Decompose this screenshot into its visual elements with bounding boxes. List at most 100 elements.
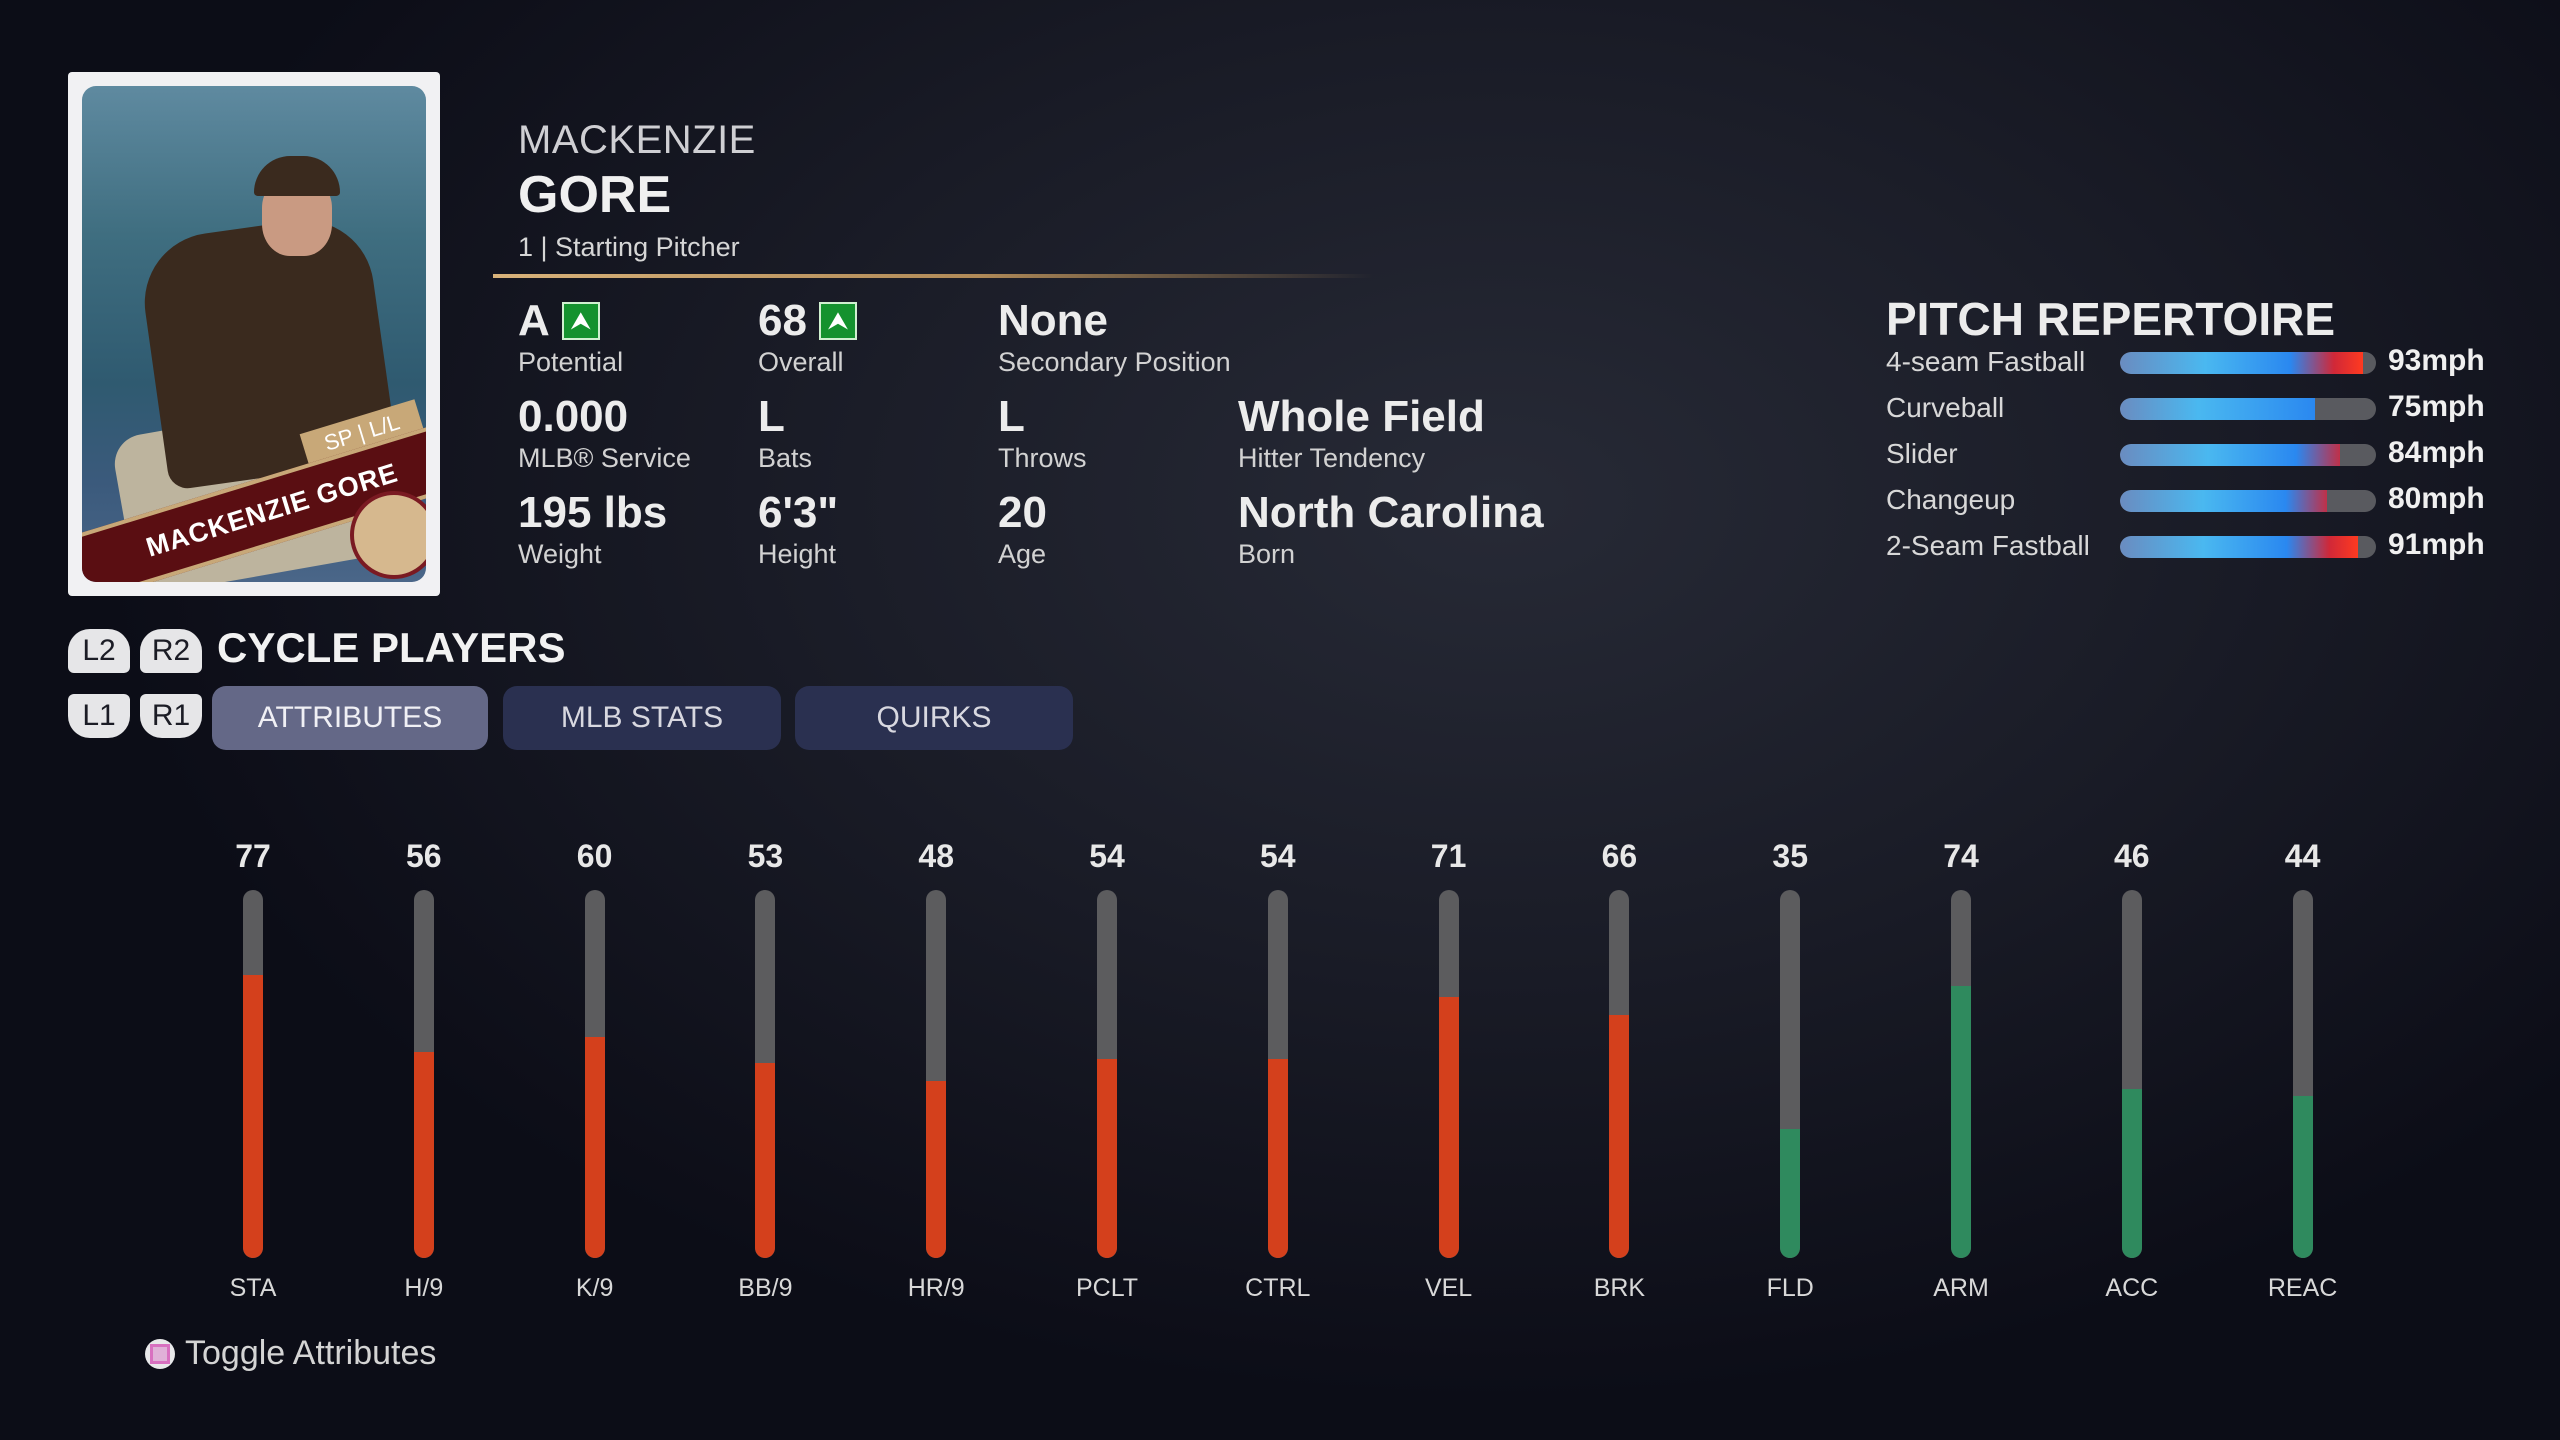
attribute-vel: 71 VEL [1389, 838, 1509, 1303]
team-logo-icon [350, 491, 426, 579]
stat-label: Hitter Tendency [1238, 443, 1426, 473]
attribute-bar-track [1780, 890, 1801, 1258]
stat-mlb-service: 0.000 MLB® Service [518, 392, 691, 474]
attribute-value: 54 [1089, 838, 1125, 874]
pitch-name: Changeup [1886, 484, 2016, 515]
attribute-value: 54 [1260, 838, 1296, 874]
attribute-value: 66 [1601, 838, 1638, 874]
pitch-speed-fill [2120, 444, 2341, 466]
square-button-icon [145, 1338, 175, 1369]
toggle-attributes-button[interactable]: Toggle Attributes [145, 1334, 436, 1373]
attribute-ctrl: 54 CTRL [1218, 838, 1338, 1303]
tab-quirks[interactable]: QUIRKS [795, 686, 1073, 750]
attribute-bar-track [1951, 890, 1971, 1258]
stat-label: Bats [758, 443, 813, 473]
pitch-row: Changeup 80mph [1886, 482, 2506, 522]
stat-label: Born [1238, 539, 1296, 569]
attribute-bar-fill [1609, 1015, 1630, 1258]
attribute-label: STA [229, 1274, 277, 1302]
attribute-label: FLD [1766, 1274, 1814, 1302]
l2-button[interactable]: L2 [68, 629, 130, 673]
attribute-bar-track [243, 890, 263, 1258]
attribute-bar-fill [1951, 985, 1971, 1258]
attribute-brk: 66 BRK [1559, 838, 1679, 1303]
stat-throws: L Throws [998, 392, 1087, 474]
pitch-speed-fill [2120, 398, 2315, 420]
attribute-value: 74 [1943, 838, 1979, 874]
attribute-bar-track [926, 890, 947, 1258]
stat-value: North Carolina [1238, 488, 1544, 537]
stat-value: 20 [998, 488, 1047, 537]
stat-label: Throws [998, 443, 1087, 473]
attribute-label: ACC [2105, 1274, 2159, 1302]
stat-label: Weight [518, 539, 602, 569]
attribute-value: 53 [747, 838, 784, 874]
attribute-bar-fill [2292, 1096, 2313, 1258]
pitch-speed-fill [2120, 352, 2364, 374]
stat-value: None [998, 296, 1108, 345]
attribute-bar-fill [413, 1051, 434, 1258]
attribute-bar-track [413, 890, 434, 1258]
tab-mlb-stats[interactable]: MLB STATS [503, 686, 781, 750]
stat-value: 0.000 [518, 392, 629, 441]
attribute-value: 77 [235, 838, 271, 874]
pitch-speed-bar [2120, 398, 2376, 420]
stat-label: Height [758, 539, 837, 569]
stat-label: Overall [758, 347, 844, 377]
attribute-label: PCLT [1075, 1274, 1139, 1302]
r1-button[interactable]: R1 [140, 694, 202, 738]
tab-attributes[interactable]: ATTRIBUTES [212, 686, 488, 750]
attribute-h-per-9: 56 H/9 [364, 838, 484, 1303]
cycle-players-label: CYCLE PLAYERS [217, 624, 566, 671]
attribute-bar-track [584, 890, 605, 1258]
upgrade-arrow-icon: ⮝ [818, 302, 857, 340]
stat-label: MLB® Service [518, 443, 691, 473]
attribute-bar-track [2121, 890, 2142, 1258]
pitch-row: 2-Seam Fastball 91mph [1886, 528, 2506, 568]
pitch-speed: 75mph [2388, 390, 2485, 423]
stat-weight: 195 lbs Weight [518, 488, 667, 570]
upgrade-arrow-icon: ⮝ [561, 302, 600, 340]
attribute-value: 71 [1430, 838, 1467, 874]
player-first-name: MACKENZIE [518, 118, 756, 162]
toggle-attributes-label: Toggle Attributes [185, 1334, 437, 1372]
pitch-name: 4-seam Fastball [1886, 346, 2086, 377]
pitch-speed-bar [2120, 490, 2376, 512]
stat-value: L [758, 392, 785, 441]
attribute-bar-fill [1438, 996, 1459, 1258]
stat-born: North Carolina Born [1238, 488, 1544, 570]
attribute-bar-fill [1097, 1059, 1117, 1258]
attribute-bar-fill [243, 974, 263, 1258]
attribute-value: 46 [2114, 838, 2150, 874]
attribute-hr-per-9: 48 HR/9 [876, 838, 996, 1303]
attribute-label: HR/9 [907, 1274, 965, 1302]
attribute-label: REAC [2267, 1274, 2338, 1302]
attribute-value: 35 [1772, 838, 1808, 874]
pitch-row: 4-seam Fastball 93mph [1886, 344, 2506, 384]
pitch-repertoire-title: PITCH REPERTOIRE [1886, 293, 2335, 345]
stat-label: Potential [518, 347, 624, 377]
stat-secondary-position: None Secondary Position [998, 296, 1231, 378]
attribute-value: 48 [918, 838, 954, 874]
pitch-speed: 84mph [2388, 436, 2485, 469]
pitch-speed: 80mph [2388, 482, 2485, 515]
stat-value: 6'3" [758, 488, 839, 537]
pitch-name: Slider [1886, 438, 1958, 469]
stat-height: 6'3" Height [758, 488, 838, 570]
stat-label: Secondary Position [998, 347, 1231, 377]
attribute-label: K/9 [575, 1274, 614, 1302]
attribute-label: BRK [1593, 1274, 1646, 1302]
stat-potential: A ⮝ Potential [518, 296, 623, 378]
pitch-row: Slider 84mph [1886, 436, 2506, 476]
stat-value: Whole Field [1238, 392, 1485, 441]
attribute-bar-track [1267, 890, 1288, 1258]
r2-button[interactable]: R2 [140, 629, 202, 673]
attribute-bar-fill [2121, 1088, 2142, 1258]
l1-button[interactable]: L1 [68, 694, 130, 738]
attribute-reac: 44 REAC [2243, 838, 2363, 1303]
attribute-pclt: 54 PCLT [1047, 838, 1167, 1303]
stat-value: A [518, 296, 550, 345]
attribute-label: CTRL [1245, 1274, 1311, 1302]
attribute-label: VEL [1424, 1274, 1473, 1302]
stat-value: 195 lbs [518, 488, 668, 537]
